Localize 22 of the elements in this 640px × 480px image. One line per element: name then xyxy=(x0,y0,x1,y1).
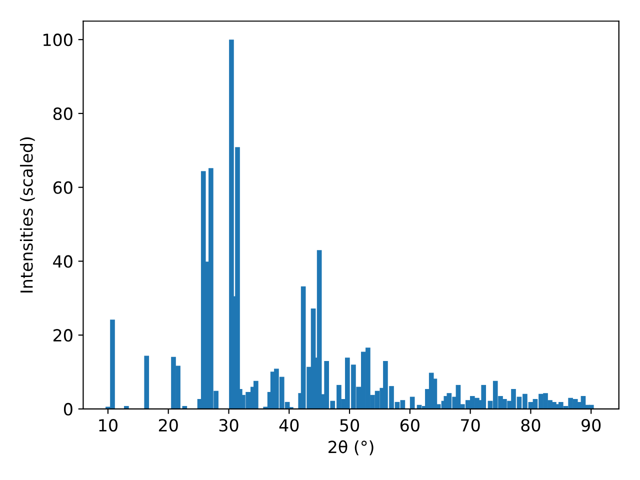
y-tick-label: 0 xyxy=(64,402,72,416)
bar xyxy=(410,396,415,409)
bar xyxy=(446,393,452,409)
x-tick-label: 90 xyxy=(582,418,601,432)
y-tick-label: 40 xyxy=(53,255,72,268)
y-tick-label: 100 xyxy=(43,34,72,46)
bar xyxy=(254,380,258,409)
x-tick-label: 80 xyxy=(521,418,540,432)
y-tick-label: 60 xyxy=(53,181,72,194)
x-tick-label: 30 xyxy=(219,418,238,432)
x-tick-label: 50 xyxy=(340,418,360,432)
y-tick-label: 20 xyxy=(53,329,72,342)
bar xyxy=(144,356,150,409)
bar xyxy=(502,398,507,409)
x-tick-label: 40 xyxy=(279,418,299,432)
x-axis-title: 2θ (°) xyxy=(328,440,374,456)
y-tick-label: 80 xyxy=(53,107,72,120)
y-axis-title: Intensities (scaled) xyxy=(20,137,35,292)
x-tick-label: 60 xyxy=(400,418,420,432)
x-tick-label: 10 xyxy=(99,418,118,432)
x-tick-label: 20 xyxy=(158,418,178,432)
x-tick-label: 70 xyxy=(461,418,480,432)
